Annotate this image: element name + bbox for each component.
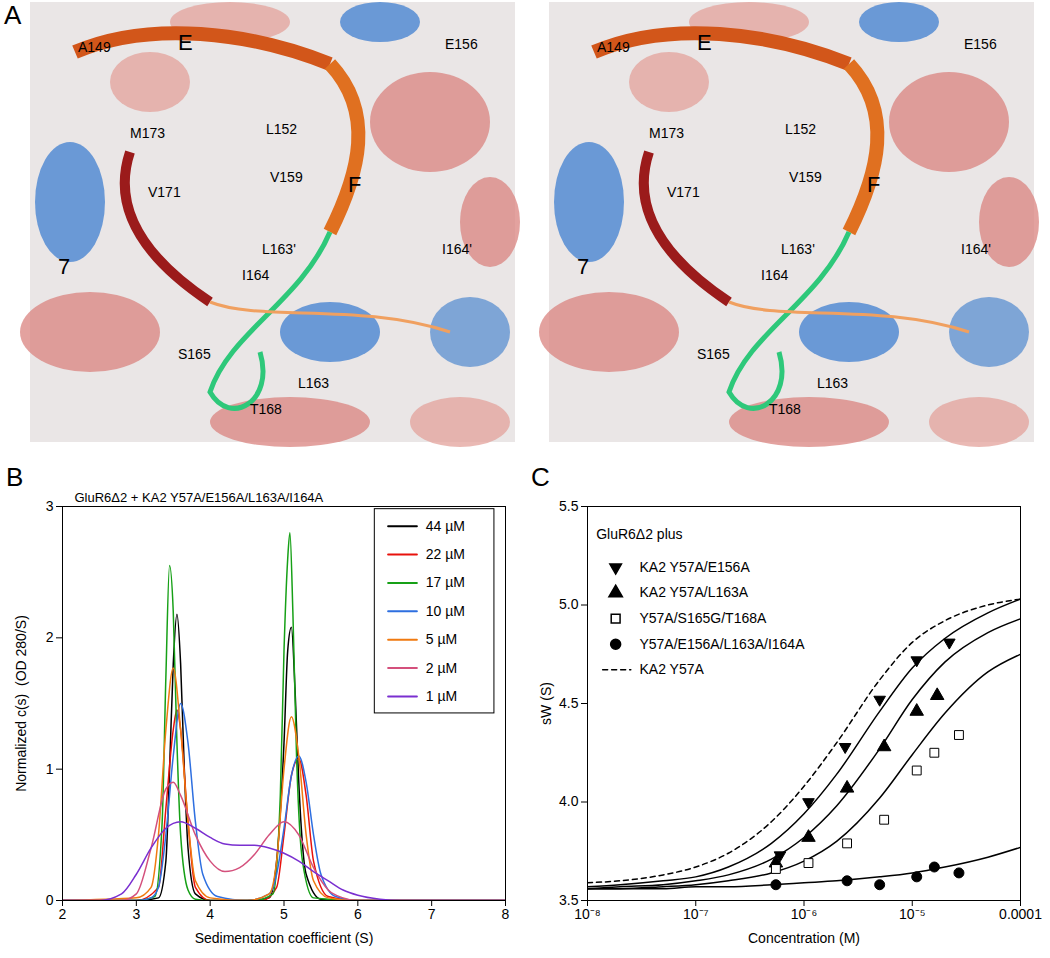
svg-text:M173: M173 (649, 125, 684, 141)
svg-text:3: 3 (132, 906, 140, 922)
svg-text:2 µM: 2 µM (426, 660, 457, 676)
svg-text:5 µM: 5 µM (426, 631, 457, 647)
svg-text:3.5: 3.5 (559, 892, 579, 908)
svg-text:44 µM: 44 µM (426, 518, 465, 534)
svg-text:8: 8 (502, 906, 510, 922)
svg-text:Y57A/S165G/T168A: Y57A/S165G/T168A (639, 610, 767, 626)
svg-text:E: E (178, 30, 193, 55)
svg-text:4.5: 4.5 (559, 695, 579, 711)
svg-text:I164': I164' (442, 241, 472, 257)
svg-text:2: 2 (59, 906, 67, 922)
svg-text:10⁻⁶: 10⁻⁶ (791, 906, 817, 922)
svg-text:I164': I164' (961, 241, 991, 257)
svg-text:A149: A149 (597, 39, 630, 55)
svg-text:10⁻⁸: 10⁻⁸ (574, 906, 601, 922)
svg-text:GluR6Δ2 plus: GluR6Δ2 plus (596, 526, 682, 542)
svg-text:10⁻⁵: 10⁻⁵ (899, 906, 925, 922)
svg-text:I164: I164 (242, 267, 269, 283)
svg-text:L163': L163' (781, 241, 815, 257)
svg-text:2: 2 (46, 629, 54, 645)
svg-text:0.0001: 0.0001 (999, 906, 1042, 922)
svg-text:KA2 Y57A: KA2 Y57A (639, 661, 704, 677)
svg-text:GluR6Δ2 + KA2 Y57A/E156A/L163A: GluR6Δ2 + KA2 Y57A/E156A/L163A/I164A (75, 490, 324, 505)
svg-text:0: 0 (46, 892, 54, 908)
html-text:A: A (4, 0, 22, 30)
svg-text:V159: V159 (789, 169, 822, 185)
svg-text:5.5: 5.5 (559, 498, 579, 514)
svg-text:I164: I164 (761, 267, 788, 283)
svg-text:E156: E156 (445, 36, 478, 52)
svg-text:Sedimentation coefficient (S): Sedimentation coefficient (S) (195, 930, 374, 946)
svg-text:A149: A149 (78, 39, 111, 55)
svg-text:22 µM: 22 µM (426, 546, 465, 562)
svg-text:7: 7 (577, 254, 589, 279)
svg-text:E156: E156 (964, 36, 997, 52)
svg-text:Normalized c(s) (OD 280/S): Normalized c(s) (OD 280/S) (13, 615, 29, 792)
svg-text:V159: V159 (270, 169, 303, 185)
svg-text:E: E (697, 30, 712, 55)
svg-text:KA2 Y57A/L163A: KA2 Y57A/L163A (639, 584, 748, 600)
svg-text:L152: L152 (785, 121, 816, 137)
svg-text:10⁻⁷: 10⁻⁷ (683, 906, 709, 922)
svg-text:10 µM: 10 µM (426, 603, 465, 619)
svg-text:M173: M173 (130, 125, 165, 141)
svg-text:Concentration (M): Concentration (M) (748, 930, 860, 946)
svg-text:T168: T168 (769, 401, 801, 417)
svg-text:1 µM: 1 µM (426, 688, 457, 704)
svg-text:L163': L163' (262, 241, 296, 257)
svg-text:Y57A/E156A/L163A/I164A: Y57A/E156A/L163A/I164A (639, 636, 805, 652)
svg-text:KA2 Y57A/E156A: KA2 Y57A/E156A (639, 559, 750, 575)
svg-text:L163: L163 (817, 375, 848, 391)
html-text:C: C (531, 462, 550, 492)
svg-text:3: 3 (46, 498, 54, 514)
svg-text:7: 7 (428, 906, 436, 922)
svg-text:V171: V171 (148, 184, 181, 200)
svg-text:5.0: 5.0 (559, 596, 579, 612)
svg-text:7: 7 (58, 254, 70, 279)
svg-text:5: 5 (280, 906, 288, 922)
svg-text:L163: L163 (298, 375, 329, 391)
svg-text:F: F (348, 172, 361, 197)
svg-text:S165: S165 (178, 346, 211, 362)
svg-text:4.0: 4.0 (559, 793, 579, 809)
svg-text:17 µM: 17 µM (426, 574, 465, 590)
svg-text:1: 1 (46, 761, 54, 777)
svg-text:F: F (867, 172, 880, 197)
svg-text:6: 6 (354, 906, 362, 922)
svg-text:S165: S165 (697, 346, 730, 362)
svg-text:T168: T168 (250, 401, 282, 417)
svg-text:V171: V171 (667, 184, 700, 200)
svg-text:4: 4 (206, 906, 214, 922)
svg-text:L152: L152 (266, 121, 297, 137)
html-text:B: B (6, 462, 24, 492)
svg-text:sW (S): sW (S) (538, 682, 554, 725)
